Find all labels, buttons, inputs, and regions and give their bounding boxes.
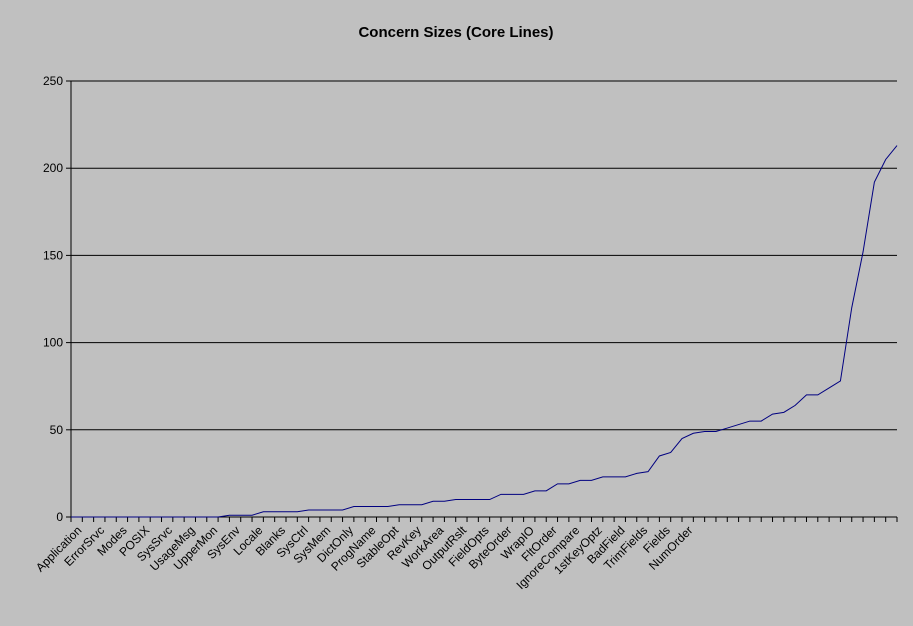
y-tick-label: 200 [43, 161, 63, 175]
y-tick-label: 250 [43, 74, 63, 88]
series-line [71, 145, 898, 518]
y-tick-label: 100 [43, 336, 63, 350]
gridlines [71, 80, 897, 431]
y-tick-labels: 0 50 100 150 200 250 [43, 74, 63, 524]
axes [66, 80, 898, 522]
y-tick-label: 0 [56, 510, 63, 524]
series [71, 145, 898, 518]
chart-title: Concern Sizes (Core Lines) [358, 24, 553, 41]
y-tick-label: 50 [50, 423, 64, 437]
x-tick-labels: ApplicationErrorSrvcModesPOSIXSysSrvcUsa… [33, 523, 695, 592]
y-tick-label: 150 [43, 248, 63, 262]
